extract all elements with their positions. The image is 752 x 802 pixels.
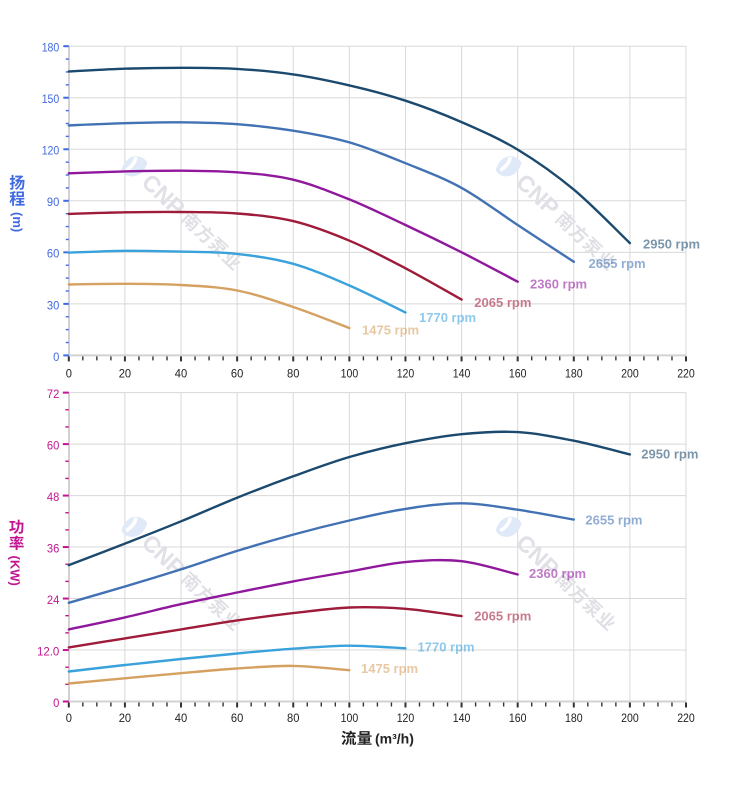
svg-text:200: 200 <box>621 711 639 725</box>
svg-text:140: 140 <box>453 366 471 380</box>
svg-text:160: 160 <box>509 711 527 725</box>
svg-text:48: 48 <box>47 490 60 504</box>
svg-text:200: 200 <box>621 366 639 380</box>
svg-text:80: 80 <box>287 366 300 380</box>
svg-text:2065 rpm: 2065 rpm <box>474 609 531 624</box>
svg-text:0: 0 <box>53 350 59 364</box>
svg-text:40: 40 <box>175 711 188 725</box>
svg-text:2360 rpm: 2360 rpm <box>529 566 586 581</box>
svg-text:2655 rpm: 2655 rpm <box>589 256 646 271</box>
svg-text:0: 0 <box>53 696 59 710</box>
svg-text:0: 0 <box>66 366 72 380</box>
svg-text:150: 150 <box>42 92 60 106</box>
svg-text:180: 180 <box>42 41 60 55</box>
svg-text:60: 60 <box>47 247 60 261</box>
svg-text:120: 120 <box>397 366 415 380</box>
svg-text:40: 40 <box>175 366 188 380</box>
svg-text:2360 rpm: 2360 rpm <box>530 277 587 292</box>
svg-text:20: 20 <box>119 711 132 725</box>
svg-text:24: 24 <box>47 593 60 607</box>
svg-text:2950 rpm: 2950 rpm <box>643 237 700 252</box>
svg-text:100: 100 <box>341 366 359 380</box>
svg-text:120: 120 <box>397 711 415 725</box>
svg-text:220: 220 <box>677 711 695 725</box>
svg-text:220: 220 <box>677 366 695 380</box>
svg-text:100: 100 <box>341 711 359 725</box>
svg-text:(m³/h): (m³/h) <box>375 731 414 747</box>
svg-text:36: 36 <box>47 542 60 556</box>
svg-text:60: 60 <box>231 366 244 380</box>
svg-text:72: 72 <box>47 387 60 401</box>
svg-text:60: 60 <box>47 439 60 453</box>
svg-text:30: 30 <box>47 298 60 312</box>
svg-text:1770 rpm: 1770 rpm <box>418 640 475 655</box>
svg-text:90: 90 <box>47 195 60 209</box>
svg-text:12.0: 12.0 <box>37 644 59 658</box>
svg-text:20: 20 <box>119 366 132 380</box>
svg-text:120: 120 <box>42 144 60 158</box>
svg-text:180: 180 <box>565 366 583 380</box>
svg-text:140: 140 <box>453 711 471 725</box>
svg-text:1475 rpm: 1475 rpm <box>362 323 419 338</box>
svg-text:1770 rpm: 1770 rpm <box>419 310 476 325</box>
svg-text:2065 rpm: 2065 rpm <box>474 295 531 310</box>
svg-text:2950 rpm: 2950 rpm <box>641 447 698 462</box>
svg-text:(m): (m) <box>10 212 25 232</box>
svg-text:60: 60 <box>231 711 244 725</box>
svg-text:180: 180 <box>565 711 583 725</box>
svg-text:(KW): (KW) <box>8 556 23 586</box>
svg-text:160: 160 <box>509 366 527 380</box>
svg-text:80: 80 <box>287 711 300 725</box>
svg-text:1475 rpm: 1475 rpm <box>361 661 418 676</box>
svg-text:2655 rpm: 2655 rpm <box>585 513 642 528</box>
svg-text:0: 0 <box>66 711 72 725</box>
